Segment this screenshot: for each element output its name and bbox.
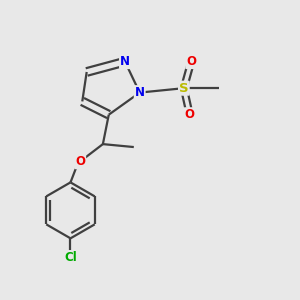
Text: Cl: Cl — [64, 251, 77, 264]
Text: S: S — [179, 82, 189, 95]
Text: O: O — [186, 55, 196, 68]
Text: N: N — [120, 55, 130, 68]
Text: N: N — [135, 86, 145, 99]
Text: O: O — [75, 155, 85, 168]
Text: O: O — [185, 108, 195, 121]
